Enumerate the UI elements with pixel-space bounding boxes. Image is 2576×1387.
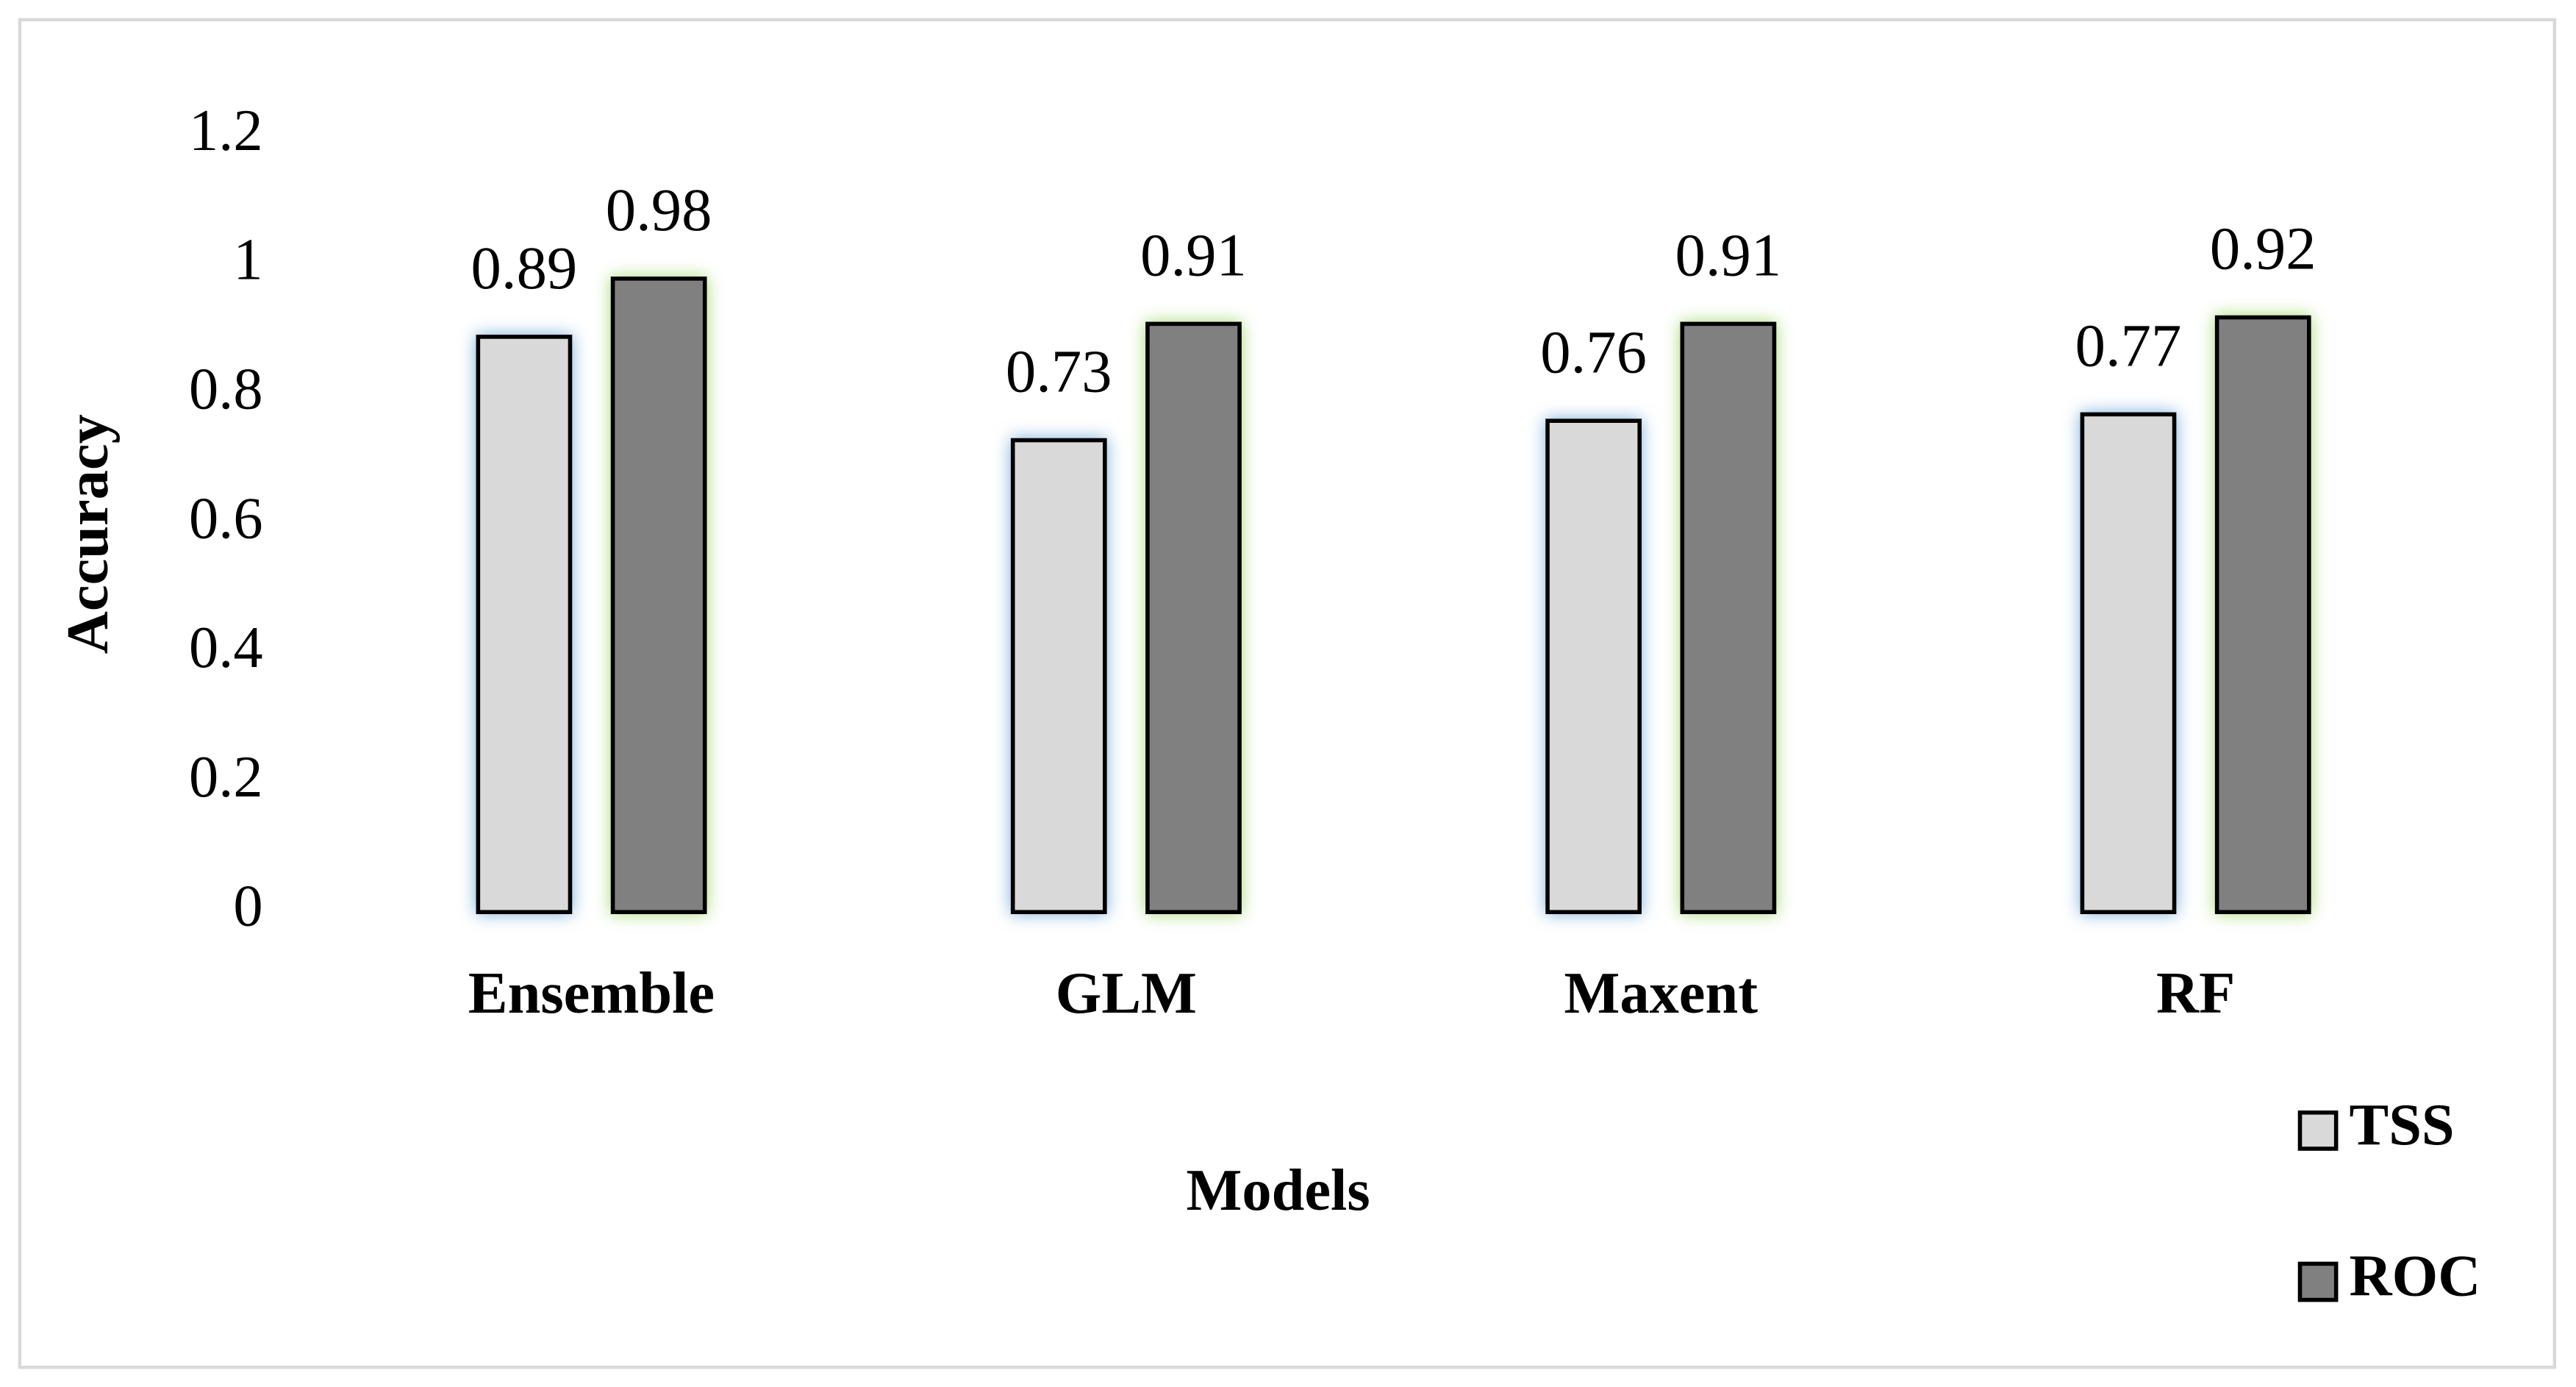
value-label: 0.77 xyxy=(2075,311,2182,379)
y-tick-label: 1.2 xyxy=(189,98,263,163)
value-label: 0.91 xyxy=(1675,221,1782,288)
legend-label: ROC xyxy=(2350,1243,2481,1308)
bar xyxy=(1010,438,1107,914)
y-tick-label: 1 xyxy=(233,227,262,293)
bar xyxy=(610,277,707,914)
value-label: 0.98 xyxy=(606,176,712,243)
y-tick-label: 0 xyxy=(233,874,262,939)
y-tick-label: 0.4 xyxy=(189,615,263,680)
value-label: 0.92 xyxy=(2210,215,2316,282)
x-axis-title: Models xyxy=(1186,1158,1370,1223)
bar xyxy=(2080,412,2177,914)
y-axis-title: Accuracy xyxy=(55,414,121,654)
x-tick-label: GLM xyxy=(1056,960,1197,1026)
x-tick-label: Ensemble xyxy=(468,960,715,1026)
value-label: 0.89 xyxy=(471,234,578,302)
value-label: 0.91 xyxy=(1140,221,1247,288)
value-label: 0.73 xyxy=(1006,338,1112,405)
bar xyxy=(1680,321,1777,914)
value-label: 0.76 xyxy=(1540,318,1647,385)
legend-swatch xyxy=(2297,1261,2339,1302)
legend-swatch xyxy=(2297,1110,2339,1151)
bar xyxy=(1545,418,1642,914)
y-tick-label: 0.8 xyxy=(189,357,263,422)
bar xyxy=(2214,315,2311,914)
y-tick-label: 0.2 xyxy=(189,744,263,810)
legend-label: TSS xyxy=(2350,1092,2455,1158)
y-tick-label: 0.6 xyxy=(189,485,263,551)
bar xyxy=(476,335,573,914)
x-tick-label: Maxent xyxy=(1564,960,1758,1026)
bar xyxy=(1145,321,1242,914)
x-tick-label: RF xyxy=(2156,960,2235,1026)
